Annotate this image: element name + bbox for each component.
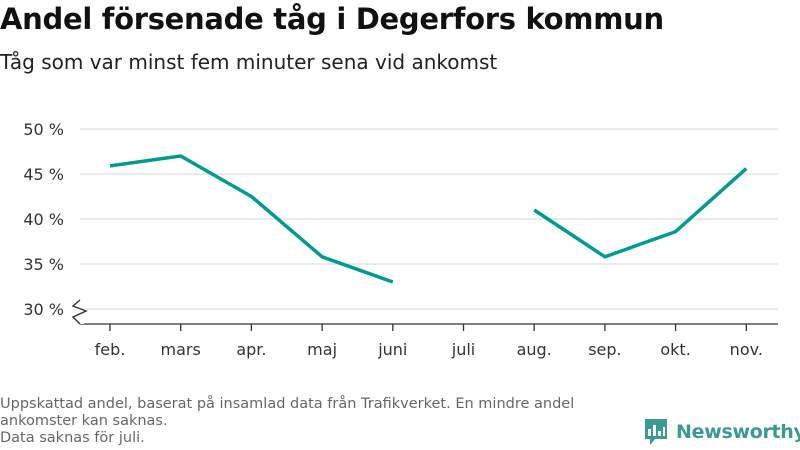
brand-name: Newsworthy (676, 421, 800, 443)
y-tick-label: 30 % (23, 300, 64, 319)
x-tick-label: apr. (236, 340, 266, 359)
x-tick-label: aug. (517, 340, 552, 359)
y-tick-label: 45 % (23, 165, 64, 184)
x-axis: feb. mars apr. maj juni juli aug. sep. okt. nov. (80, 323, 778, 359)
x-tick-label: sep. (588, 340, 621, 359)
x-tick-label: juli (451, 340, 475, 359)
axis-break-zigzag (71, 299, 88, 325)
x-tick-label: okt. (660, 340, 690, 359)
y-tick-label: 40 % (23, 210, 64, 229)
footer-note-missing: Data saknas för juli. (0, 430, 145, 446)
brand-logo: Newsworthy (644, 418, 800, 446)
line-chart: 30 % 35 % 40 % 45 % 50 % feb. mars apr. maj juni… (23, 120, 778, 359)
y-tick-labels: 30 % 35 % 40 % 45 % 50 % (23, 120, 64, 319)
newsworthy-logo-icon (645, 419, 667, 445)
x-tick-label: feb. (95, 340, 126, 359)
axis-break-icon (70, 299, 88, 325)
series-line-segment (533, 167, 748, 259)
chart-subtitle: Tåg som var minst fem minuter sena vid a… (0, 50, 498, 74)
chart-title: Andel försenade tåg i Degerfors kommun (0, 2, 664, 36)
footer-note-source: Uppskattad andel, baserat på insamlad da… (0, 396, 575, 429)
footer-notes: Uppskattad andel, baserat på insamlad da… (0, 396, 630, 447)
series-line-segment (109, 154, 394, 284)
x-tick-label: mars (161, 340, 201, 359)
gridlines (80, 128, 778, 310)
y-tick-label: 50 % (23, 120, 64, 139)
x-tick-label: juni (377, 340, 407, 359)
y-tick-label: 35 % (23, 255, 64, 274)
series-lines (109, 154, 748, 284)
x-tick-label: nov. (730, 340, 763, 359)
x-tick-label: maj (307, 340, 337, 359)
